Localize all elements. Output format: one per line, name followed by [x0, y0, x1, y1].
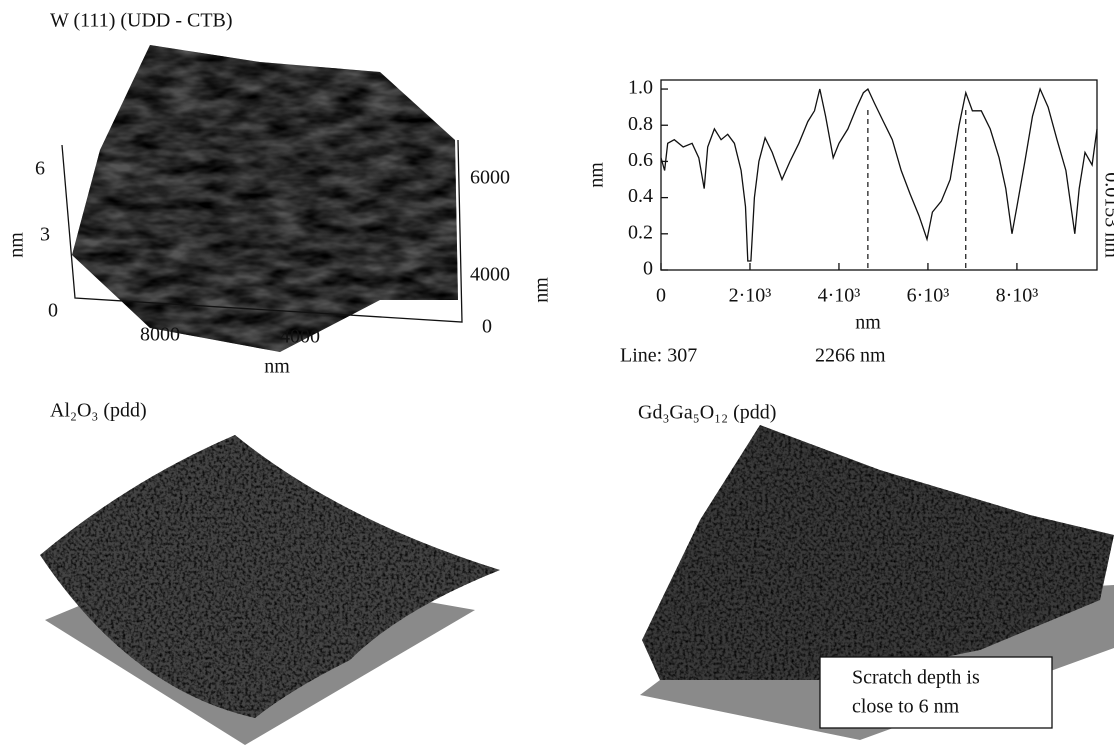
- x-tick-label: 4·10³: [818, 285, 861, 307]
- y2-axis-label: 0.0153 nm: [1100, 172, 1114, 258]
- panel-title: W (111) (UDD - CTB): [50, 10, 233, 32]
- note-line: close to 6 nm: [852, 696, 960, 718]
- y-tick-label: 6000: [470, 167, 510, 189]
- y-tick-label: 0.2: [628, 221, 653, 243]
- x-tick-label: 8·10³: [996, 285, 1039, 307]
- y-tick-label: 0.6: [628, 149, 653, 171]
- note-box: [819, 656, 1053, 729]
- x-tick-label: 2·10³: [729, 285, 772, 307]
- x-axis-label: nm: [264, 356, 290, 378]
- surface-texture: [72, 45, 458, 352]
- y-tick-label: 0.4: [628, 185, 653, 207]
- y-tick-label: 0.8: [628, 113, 653, 135]
- y-axis-label: nm: [531, 277, 553, 303]
- footer-text: 2266 nm: [815, 345, 886, 367]
- x-tick-label: 0: [482, 316, 492, 338]
- axes-3d: [61, 139, 463, 323]
- footer-text: Line: 307: [620, 345, 697, 367]
- plot-frame: [660, 79, 1098, 271]
- panel-title: Gd₃Ga₅O₁₂ (pdd): [638, 402, 776, 424]
- z-tick-label: 6: [35, 158, 45, 180]
- surface-texture: [40, 435, 500, 718]
- z-tick-label: 0: [48, 300, 58, 322]
- y-tick-label: 0: [643, 258, 653, 280]
- z-tick-label: 3: [40, 224, 50, 246]
- x-tick-label: 0: [656, 285, 666, 307]
- y-tick-label: 1.0: [628, 77, 653, 99]
- x-tick-label: 6·10³: [907, 285, 950, 307]
- z-axis-label: nm: [6, 232, 28, 258]
- profile-line: [660, 87, 1098, 262]
- surface-texture: [642, 425, 1114, 680]
- y-tick-label: 4000: [470, 264, 510, 286]
- x-axis-label: nm: [855, 312, 881, 334]
- note-line: Scratch depth is: [852, 667, 980, 689]
- x-tick-label: 8000: [140, 324, 180, 346]
- panel-title: Al₂O₃ (pdd): [50, 400, 147, 422]
- y-axis-label: nm: [586, 162, 608, 188]
- x-tick-label: 4000: [280, 326, 320, 348]
